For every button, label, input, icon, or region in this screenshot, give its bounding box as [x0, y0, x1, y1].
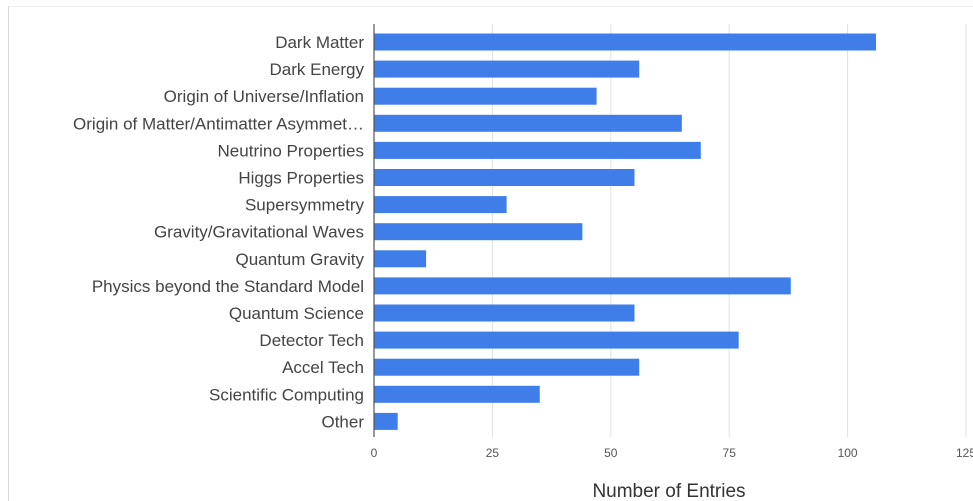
bar: [374, 141, 701, 159]
bar: [374, 412, 398, 430]
x-axis-title: Number of Entries: [592, 481, 745, 501]
category-label: Physics beyond the Standard Model: [92, 277, 364, 296]
category-label: Dark Energy: [270, 60, 365, 79]
category-label: Quantum Science: [229, 304, 364, 323]
bar: [374, 277, 791, 295]
category-labels: Dark Matter Dark Energy Origin of Universe…: [73, 33, 364, 431]
x-tick-label: 75: [723, 446, 737, 460]
bar: [374, 87, 597, 105]
category-label: Other: [321, 412, 364, 431]
category-label: Quantum Gravity: [236, 250, 365, 269]
bar: [374, 223, 583, 241]
bar: [374, 304, 635, 322]
x-tick-label: 50: [604, 446, 618, 460]
category-label: Higgs Properties: [238, 169, 364, 188]
x-tick-label: 25: [486, 446, 500, 460]
category-label: Scientific Computing: [209, 385, 364, 404]
bar: [374, 169, 635, 186]
bar: [374, 331, 739, 349]
bar: [374, 358, 640, 376]
x-tick-label: 100: [838, 446, 858, 460]
bar: [374, 114, 682, 132]
bar: [374, 385, 540, 403]
category-label: Dark Matter: [275, 33, 364, 52]
bars: [374, 33, 877, 430]
bar: [374, 250, 427, 268]
category-label: Detector Tech: [259, 331, 364, 350]
x-tick-label: 0: [371, 446, 378, 460]
category-label: Origin of Matter/Antimatter Asymmet…: [73, 114, 364, 133]
category-label: Neutrino Properties: [218, 141, 364, 160]
x-tick-labels: 0 25 50 75 100 125: [371, 446, 973, 460]
bar: [374, 196, 507, 214]
bar: [374, 33, 877, 51]
category-label: Origin of Universe/Inflation: [164, 87, 364, 106]
category-label: Accel Tech: [282, 358, 364, 377]
bar: [374, 60, 640, 78]
x-tick-label: 125: [956, 446, 973, 460]
category-label: Supersymmetry: [245, 196, 365, 215]
category-label: Gravity/Gravitational Waves: [154, 223, 364, 242]
